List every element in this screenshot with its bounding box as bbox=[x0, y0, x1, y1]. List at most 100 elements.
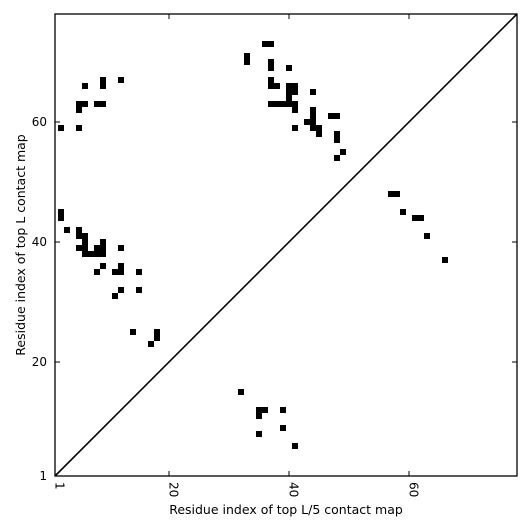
contact-point bbox=[262, 407, 268, 413]
contact-point bbox=[268, 77, 274, 83]
x-tick-label: 60 bbox=[407, 482, 421, 497]
contact-point bbox=[310, 119, 316, 125]
y-tick-label: 1 bbox=[39, 469, 47, 483]
contact-point bbox=[292, 125, 298, 131]
contact-point bbox=[292, 107, 298, 113]
contact-point bbox=[334, 137, 340, 143]
contact-point bbox=[292, 443, 298, 449]
contact-point bbox=[118, 287, 124, 293]
contact-point bbox=[58, 215, 64, 221]
contact-point bbox=[268, 41, 274, 47]
contact-point bbox=[118, 77, 124, 83]
x-tick-label: 40 bbox=[287, 482, 301, 497]
contact-point bbox=[100, 83, 106, 89]
contact-point bbox=[244, 53, 250, 59]
contact-point bbox=[100, 77, 106, 83]
contact-point bbox=[292, 89, 298, 95]
contact-point bbox=[76, 125, 82, 131]
contact-point bbox=[82, 239, 88, 245]
contact-point bbox=[268, 59, 274, 65]
contact-point bbox=[268, 83, 274, 89]
contact-point bbox=[286, 95, 292, 101]
contact-point bbox=[256, 407, 262, 413]
contact-point bbox=[286, 89, 292, 95]
contact-point bbox=[244, 59, 250, 65]
contact-point bbox=[76, 245, 82, 251]
contact-point bbox=[238, 389, 244, 395]
contact-point bbox=[268, 101, 274, 107]
contact-point bbox=[112, 293, 118, 299]
contact-point bbox=[442, 257, 448, 263]
contact-point bbox=[112, 269, 118, 275]
contact-point bbox=[292, 83, 298, 89]
contact-point bbox=[334, 155, 340, 161]
contact-point bbox=[310, 125, 316, 131]
contact-point bbox=[286, 65, 292, 71]
contact-point bbox=[100, 101, 106, 107]
contact-point bbox=[88, 251, 94, 257]
plot-frame bbox=[54, 13, 518, 477]
contact-point bbox=[64, 227, 70, 233]
contact-point bbox=[76, 107, 82, 113]
contact-point bbox=[304, 119, 310, 125]
contact-point bbox=[388, 191, 394, 197]
contact-point bbox=[82, 245, 88, 251]
contact-point bbox=[130, 329, 136, 335]
contact-point bbox=[94, 251, 100, 257]
ticks-layer: 1 20 40 60 1 20 40 60 bbox=[32, 14, 517, 497]
contact-point bbox=[136, 287, 142, 293]
contact-point bbox=[424, 233, 430, 239]
contact-point bbox=[58, 209, 64, 215]
y-tick-label: 40 bbox=[32, 235, 47, 249]
contact-point bbox=[82, 101, 88, 107]
contact-point bbox=[274, 101, 280, 107]
contact-point bbox=[256, 413, 262, 419]
contact-point bbox=[100, 251, 106, 257]
y-axis-label: Residue index of top L contact map bbox=[13, 134, 28, 355]
contact-point bbox=[118, 263, 124, 269]
contact-point bbox=[418, 215, 424, 221]
x-tick-label: 1 bbox=[53, 482, 67, 490]
contact-point bbox=[412, 215, 418, 221]
y-tick-label: 60 bbox=[32, 115, 47, 129]
contact-point bbox=[100, 239, 106, 245]
contact-point bbox=[286, 83, 292, 89]
contact-point bbox=[316, 125, 322, 131]
contact-point bbox=[148, 341, 154, 347]
points-layer bbox=[58, 41, 448, 449]
contact-point bbox=[268, 65, 274, 71]
contact-point bbox=[274, 83, 280, 89]
x-axis-label: Residue index of top L/5 contact map bbox=[169, 502, 403, 517]
contact-point bbox=[280, 101, 286, 107]
contact-point bbox=[76, 227, 82, 233]
contact-point bbox=[154, 329, 160, 335]
y-tick-label: 20 bbox=[32, 355, 47, 369]
contact-point bbox=[310, 113, 316, 119]
contact-point bbox=[118, 245, 124, 251]
contact-point bbox=[334, 113, 340, 119]
contact-point bbox=[280, 425, 286, 431]
contact-point bbox=[76, 101, 82, 107]
contact-point bbox=[82, 251, 88, 257]
contact-point bbox=[340, 149, 346, 155]
contact-point bbox=[310, 107, 316, 113]
contact-point bbox=[94, 245, 100, 251]
contact-point bbox=[118, 269, 124, 275]
contact-point bbox=[316, 131, 322, 137]
contact-point bbox=[394, 191, 400, 197]
contact-point bbox=[100, 263, 106, 269]
contact-point bbox=[154, 335, 160, 341]
contact-point bbox=[100, 245, 106, 251]
contact-point bbox=[280, 407, 286, 413]
contact-point bbox=[58, 125, 64, 131]
contact-point bbox=[334, 131, 340, 137]
contact-point bbox=[310, 89, 316, 95]
contact-point bbox=[82, 233, 88, 239]
diagonal-line bbox=[54, 13, 518, 477]
contact-point bbox=[82, 83, 88, 89]
contact-point bbox=[262, 41, 268, 47]
contact-point bbox=[136, 269, 142, 275]
contact-point bbox=[256, 431, 262, 437]
contact-point bbox=[328, 113, 334, 119]
